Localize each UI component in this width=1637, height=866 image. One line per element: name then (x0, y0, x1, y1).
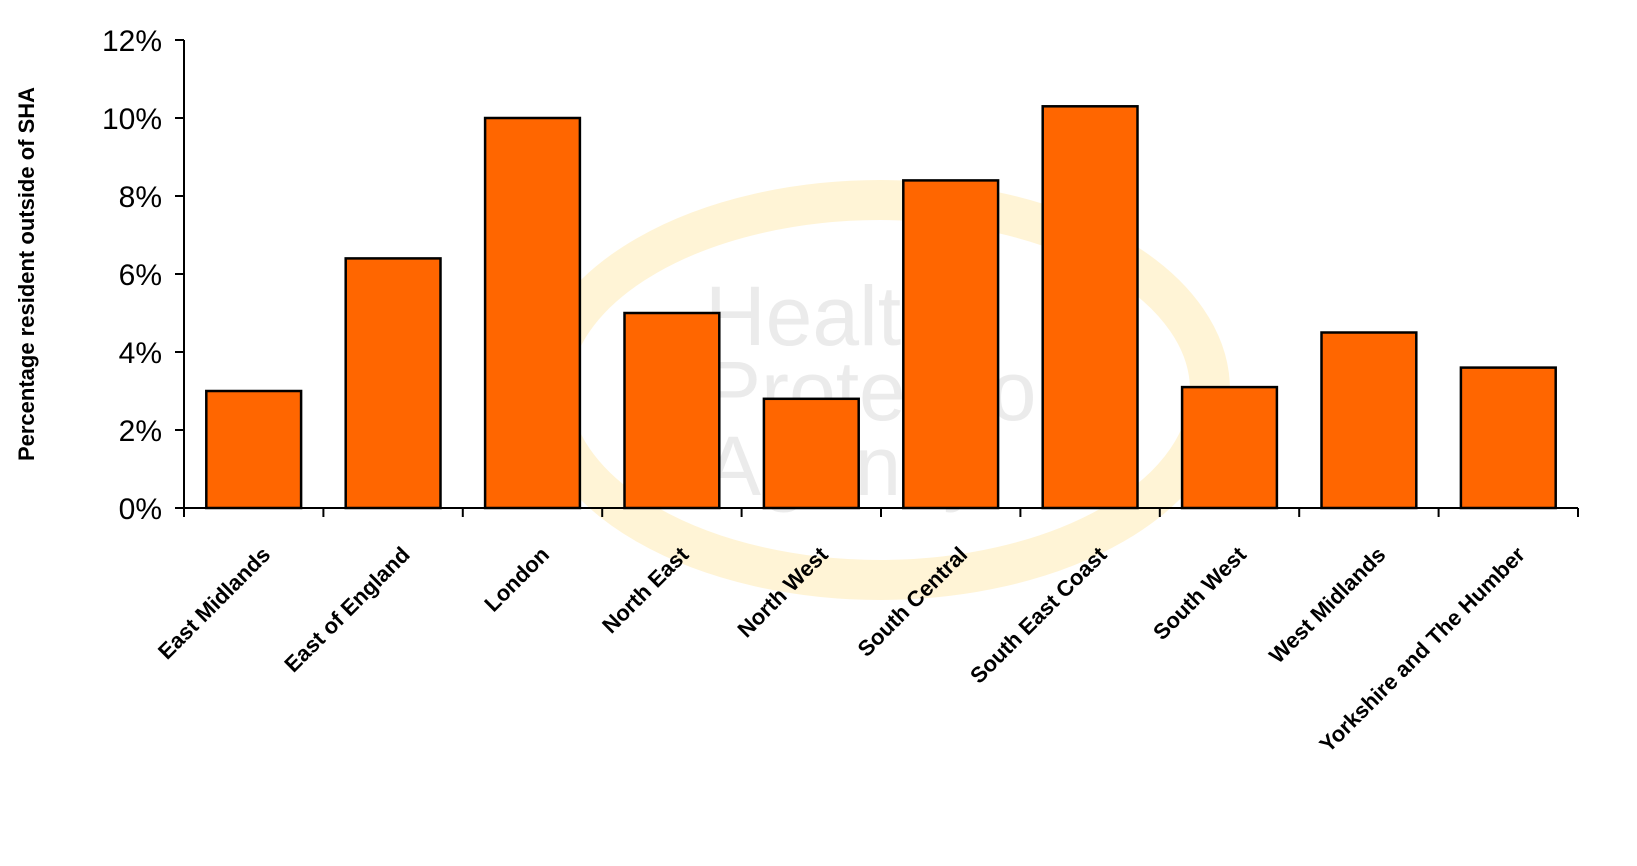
y-tick-label: 10% (102, 103, 162, 136)
bars-group (205, 105, 1557, 510)
x-tick-label: East Midlands (153, 542, 275, 664)
y-axis-label: Percentage resident outside of SHA (14, 87, 39, 461)
bar-3 (623, 311, 721, 510)
x-tick-label: London (479, 542, 554, 617)
x-tick-label: West Midlands (1264, 542, 1390, 668)
bar-2 (483, 116, 582, 510)
bar-9 (1459, 366, 1557, 510)
x-tick-label: North East (597, 541, 694, 638)
x-tick-label: South West (1148, 541, 1251, 644)
y-tick-label: 6% (119, 259, 162, 292)
y-tick-label: 2% (119, 415, 162, 448)
x-tick-label: East of England (279, 542, 414, 677)
bar-4 (762, 397, 860, 510)
bar-0 (205, 389, 303, 510)
bar-8 (1320, 331, 1418, 510)
bar-6 (1041, 105, 1139, 510)
y-tick-label: 0% (119, 493, 162, 526)
y-tick-label: 8% (119, 181, 162, 214)
x-ticks-group: East Midlands East of England London North … (153, 508, 1579, 757)
bar-1 (344, 257, 442, 510)
bar-5 (902, 179, 1000, 510)
y-tick-label: 4% (119, 337, 162, 370)
bar-7 (1180, 385, 1279, 510)
y-tick-label: 12% (102, 25, 162, 58)
y-ticks-group: 0% 2% 4% 6% 8% 10% 12% (102, 25, 184, 526)
